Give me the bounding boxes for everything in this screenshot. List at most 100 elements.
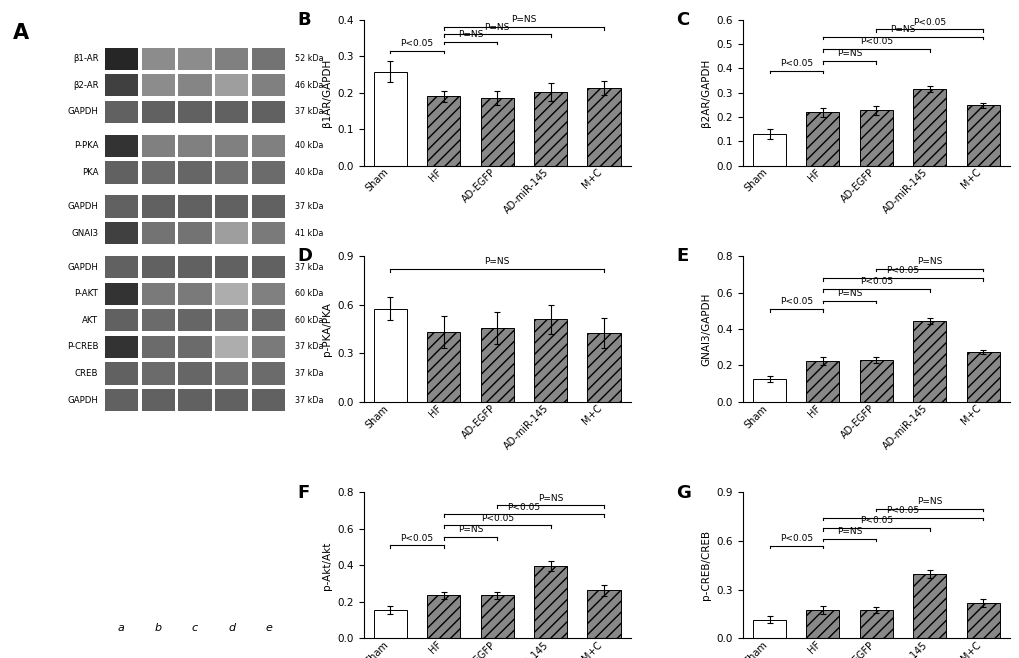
Bar [427,96,460,166]
Bar [252,283,285,305]
Y-axis label: p-Akt/Akt: p-Akt/Akt [322,541,331,590]
Bar [142,256,174,278]
Text: P=NS: P=NS [458,30,483,39]
Text: C: C [676,11,689,29]
Bar [215,161,249,184]
Text: P=NS: P=NS [484,257,510,266]
Text: c: c [192,623,198,633]
Bar [178,161,211,184]
Bar [534,92,567,166]
Bar [912,321,946,402]
Text: P=NS: P=NS [537,494,562,503]
Bar [105,256,138,278]
Bar [752,134,786,166]
Bar [252,222,285,244]
Bar [966,352,999,402]
Bar [215,309,249,332]
Text: GAPDH: GAPDH [67,107,99,116]
Text: P=NS: P=NS [837,49,861,59]
Text: P-PKA: P-PKA [73,141,99,151]
Bar [480,98,514,166]
Text: D: D [297,247,312,265]
Text: PKA: PKA [82,168,99,177]
Text: P-AKT: P-AKT [74,290,99,298]
Bar [374,72,407,166]
Bar [142,161,174,184]
Bar [806,361,839,402]
Text: P<0.05: P<0.05 [886,506,919,515]
Text: 60 kDa: 60 kDa [296,290,323,298]
Bar [105,135,138,157]
Text: P=NS: P=NS [511,15,536,24]
Text: P=NS: P=NS [916,257,942,266]
Text: 40 kDa: 40 kDa [296,141,323,151]
Bar [105,336,138,358]
Bar [178,47,211,70]
Text: P=NS: P=NS [484,23,510,32]
Bar [105,389,138,411]
Text: 37 kDa: 37 kDa [294,202,323,211]
Y-axis label: p-CREB/CREB: p-CREB/CREB [700,530,710,600]
Bar [215,222,249,244]
Bar [142,74,174,97]
Bar [215,256,249,278]
Text: 37 kDa: 37 kDa [294,263,323,272]
Y-axis label: p-PKA/PKA: p-PKA/PKA [322,302,331,356]
Bar [587,333,620,402]
Bar [215,101,249,123]
Bar [178,195,211,218]
Bar [215,283,249,305]
Text: GNAI3: GNAI3 [71,228,99,238]
Bar [142,222,174,244]
Bar [534,319,567,402]
Bar [806,610,839,638]
Bar [142,363,174,385]
Bar [178,389,211,411]
Text: a: a [118,623,124,633]
Bar [178,135,211,157]
Text: GAPDH: GAPDH [67,263,99,272]
Text: P<0.05: P<0.05 [506,503,540,512]
Text: 40 kDa: 40 kDa [296,168,323,177]
Text: 52 kDa: 52 kDa [294,54,323,63]
Text: P=NS: P=NS [837,527,861,536]
Text: CREB: CREB [74,369,99,378]
Bar [178,363,211,385]
Bar [178,336,211,358]
Text: P<0.05: P<0.05 [480,514,514,522]
Bar [142,336,174,358]
Text: β1-AR: β1-AR [72,54,99,63]
Bar [178,256,211,278]
Text: P<0.05: P<0.05 [779,297,812,307]
Bar [142,135,174,157]
Bar [752,379,786,402]
Bar [215,47,249,70]
Bar [142,389,174,411]
Text: β2-AR: β2-AR [72,81,99,89]
Text: b: b [155,623,162,633]
Bar [252,135,285,157]
Text: 37 kDa: 37 kDa [294,342,323,351]
Bar [215,135,249,157]
Text: F: F [297,484,309,501]
Bar [480,595,514,638]
Bar [105,283,138,305]
Text: E: E [676,247,688,265]
Text: 37 kDa: 37 kDa [294,395,323,405]
Bar [912,89,946,166]
Bar [105,101,138,123]
Bar [142,309,174,332]
Bar [252,101,285,123]
Text: P=NS: P=NS [890,25,915,34]
Text: P=NS: P=NS [837,289,861,298]
Bar [105,363,138,385]
Text: G: G [676,484,690,501]
Text: AKT: AKT [83,316,99,325]
Text: P<0.05: P<0.05 [779,59,812,68]
Bar [178,101,211,123]
Text: 60 kDa: 60 kDa [296,316,323,325]
Bar [178,309,211,332]
Bar [252,363,285,385]
Text: P-CREB: P-CREB [67,342,99,351]
Bar [859,360,892,402]
